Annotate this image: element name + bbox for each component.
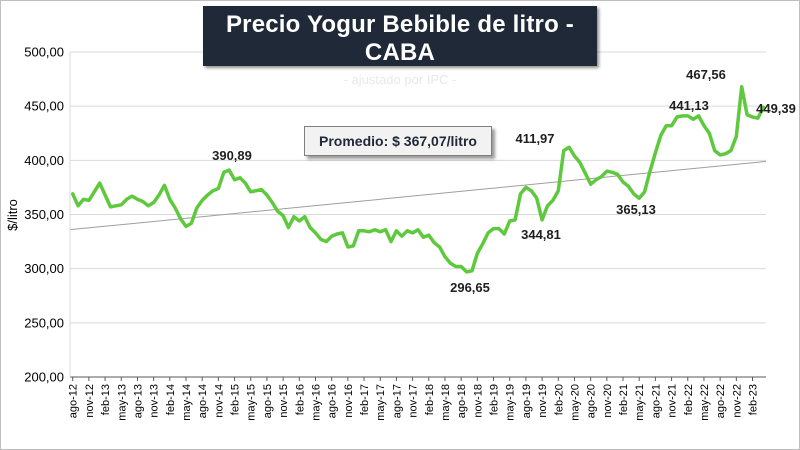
x-tick-label: nov-15 bbox=[278, 384, 290, 418]
x-tick-label: nov-14 bbox=[213, 384, 225, 418]
x-tick-label: may-13 bbox=[116, 384, 128, 421]
x-tick-label: feb-18 bbox=[424, 384, 436, 415]
x-tick-label: nov-22 bbox=[731, 384, 743, 418]
x-tick-label: ago-12 bbox=[68, 384, 80, 418]
y-tick-label: 400,00 bbox=[24, 153, 64, 168]
x-tick-label: ago-17 bbox=[391, 384, 403, 418]
x-tick-label: may-20 bbox=[569, 384, 581, 421]
x-tick-label: ago-16 bbox=[327, 384, 339, 418]
x-tick-label: ago-14 bbox=[197, 384, 209, 418]
x-tick-label: feb-23 bbox=[748, 384, 760, 415]
x-tick-label: ago-20 bbox=[586, 384, 598, 418]
x-tick-label: nov-17 bbox=[408, 384, 420, 418]
x-tick-label: may-14 bbox=[181, 384, 193, 421]
y-axis-label: $/litro bbox=[5, 199, 20, 231]
x-tick-label: feb-16 bbox=[294, 384, 306, 415]
x-tick-label: feb-13 bbox=[100, 384, 112, 415]
data-label: 441,13 bbox=[669, 98, 709, 113]
y-tick-label: 500,00 bbox=[24, 45, 64, 60]
average-callout: Promedio: $ 367,07/litro bbox=[304, 126, 492, 156]
x-tick-label: may-21 bbox=[634, 384, 646, 421]
y-tick-label: 200,00 bbox=[24, 370, 64, 385]
y-axis-ticks: 200,00 250,00 300,00 350,00 400,00 450,00 500,… bbox=[24, 45, 64, 385]
data-label: 449,39 bbox=[756, 101, 796, 116]
x-tick-label: may-22 bbox=[699, 384, 711, 421]
x-tick-label: feb-15 bbox=[230, 384, 242, 415]
x-tick-label: feb-21 bbox=[618, 384, 630, 415]
x-tick-label: ago-18 bbox=[456, 384, 468, 418]
y-tick-label: 450,00 bbox=[24, 99, 64, 114]
data-label: 390,89 bbox=[212, 148, 252, 163]
x-tick-label: nov-21 bbox=[667, 384, 679, 418]
x-tick-label: may-15 bbox=[246, 384, 258, 421]
x-tick-label: nov-13 bbox=[149, 384, 161, 418]
x-tick-label: ago-19 bbox=[521, 384, 533, 418]
x-tick-label: nov-16 bbox=[343, 384, 355, 418]
data-label: 411,97 bbox=[515, 131, 554, 146]
data-labels: 390,89 296,65 344,81 411,97 365,13 441,1… bbox=[212, 67, 796, 295]
chart-title-box: Precio Yogur Bebible de litro - CABA - a… bbox=[203, 6, 597, 87]
chart-subtitle: - ajustado por IPC - bbox=[343, 72, 457, 87]
data-label: 467,56 bbox=[686, 67, 726, 82]
y-tick-label: 300,00 bbox=[24, 261, 64, 276]
series-line bbox=[70, 84, 766, 274]
x-tick-label: ago-21 bbox=[650, 384, 662, 418]
x-tick-label: nov-18 bbox=[472, 384, 484, 418]
x-tick-label: feb-14 bbox=[165, 384, 177, 415]
x-tick-label: nov-19 bbox=[537, 384, 549, 418]
x-tick-label: feb-19 bbox=[489, 384, 501, 415]
x-tick-label: may-17 bbox=[375, 384, 387, 421]
data-label: 296,65 bbox=[450, 280, 490, 295]
x-tick-label: may-19 bbox=[505, 384, 517, 421]
chart-title: Precio Yogur Bebible de litro - CABA bbox=[225, 11, 575, 66]
x-tick-label: feb-17 bbox=[359, 384, 371, 415]
x-tick-label: nov-12 bbox=[84, 384, 96, 418]
y-tick-label: 250,00 bbox=[24, 315, 64, 330]
data-label: 344,81 bbox=[521, 227, 561, 242]
x-axis-ticks: ago-12 nov-12 feb-13 may-13 ago-13 nov-13 feb-… bbox=[68, 377, 760, 421]
data-label: 365,13 bbox=[616, 202, 656, 217]
x-tick-label: may-18 bbox=[440, 384, 452, 421]
x-tick-label: nov-20 bbox=[602, 384, 614, 418]
y-tick-label: 350,00 bbox=[24, 207, 64, 222]
x-tick-label: feb-22 bbox=[683, 384, 695, 415]
x-tick-label: feb-20 bbox=[553, 384, 565, 415]
x-tick-label: ago-15 bbox=[262, 384, 274, 418]
x-tick-label: ago-22 bbox=[715, 384, 727, 418]
x-tick-label: ago-13 bbox=[132, 384, 144, 418]
x-tick-label: may-16 bbox=[310, 384, 322, 421]
